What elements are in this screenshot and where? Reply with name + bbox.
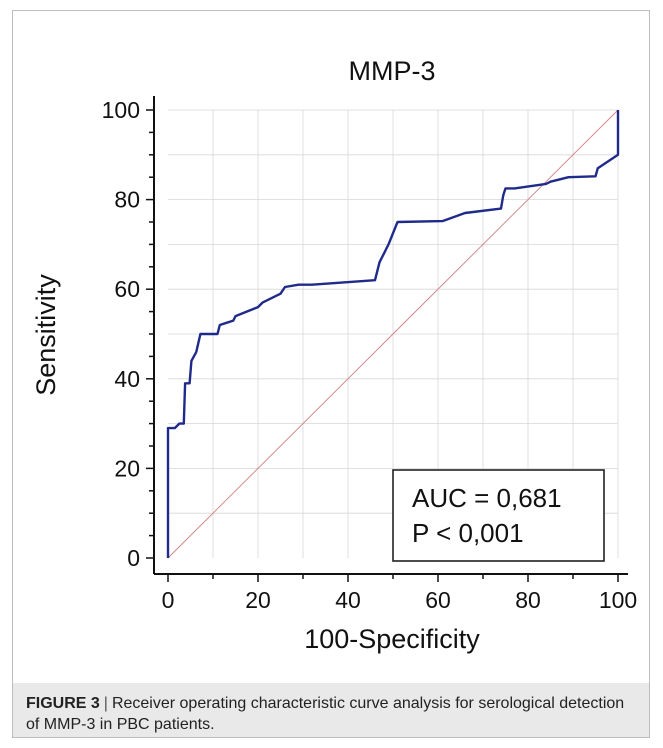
x-tick-label: 80: [515, 587, 541, 613]
roc-curve: [166, 110, 620, 558]
x-tick-label: 20: [245, 587, 271, 613]
caption-band: [13, 683, 649, 737]
y-tick-label: 80: [114, 187, 140, 213]
auc-text: AUC = 0,681: [412, 483, 562, 513]
tick-labels: 0 20 40 60 80 100 0 20 40 60 80 100: [102, 97, 638, 613]
y-tick-label: 60: [114, 276, 140, 302]
y-tick-label: 0: [127, 545, 140, 571]
y-axis-label: Sensitivity: [31, 274, 61, 396]
y-tick-label: 20: [114, 455, 140, 481]
x-tick-label: 0: [162, 587, 175, 613]
caption-separator: |: [103, 695, 108, 712]
figure-caption: FIGURE 3 | Receiver operating characterist…: [26, 693, 636, 735]
auc-annotation: AUC = 0,681 P < 0,001: [392, 469, 605, 562]
y-tick-label: 40: [114, 366, 140, 392]
caption-label: FIGURE 3: [26, 695, 100, 712]
x-tick-label: 40: [335, 587, 361, 613]
axes-layer: [146, 96, 628, 582]
annotation-box: [392, 469, 605, 562]
caption-text: Receiver operating characteristic curve …: [26, 695, 625, 733]
x-tick-label: 100: [599, 587, 637, 613]
roc-chart: 0 20 40 60 80 100 0 20 40 60 80 100 MMP-3 100-Speci…: [31, 56, 638, 654]
y-tick-label: 100: [102, 97, 140, 123]
x-tick-label: 60: [425, 587, 451, 613]
p-value-text: P < 0,001: [412, 518, 524, 548]
figure-frame: [12, 10, 650, 738]
chart-title: MMP-3: [349, 56, 436, 86]
x-axis-label: 100-Specificity: [304, 624, 480, 654]
